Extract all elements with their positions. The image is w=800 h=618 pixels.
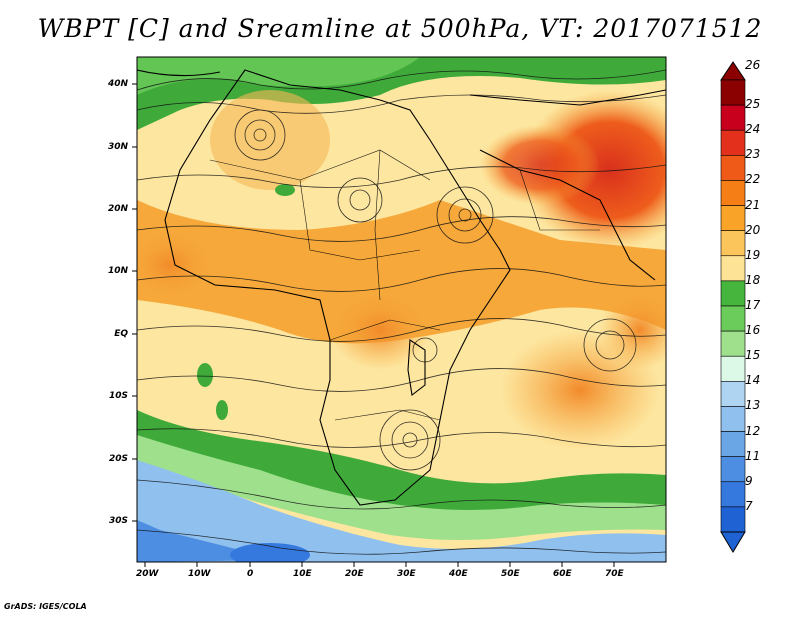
lon-label: 50E: [501, 569, 520, 579]
colorbar-cell: [720, 129, 746, 156]
colorbar-cell: [720, 431, 746, 457]
colorbar-cell: [720, 280, 746, 307]
lon-label: 0: [247, 569, 254, 579]
lat-label: 30S: [108, 516, 128, 526]
country-borders: [209, 149, 600, 421]
lon-label: 10E: [293, 569, 312, 579]
colorbar-cell: [720, 406, 746, 432]
colorbar-label: 21: [745, 197, 761, 212]
colorbar-cell: [720, 305, 746, 332]
lon-label: 20E: [345, 569, 364, 579]
map-title: WBPT [C] and Sreamline at 500hPa, VT: 20…: [37, 14, 763, 43]
colorbar-cells: [720, 79, 746, 533]
colorbar-cell: [720, 155, 746, 181]
colorbar-top-triangle: [720, 61, 746, 81]
lat-label: 20S: [108, 454, 128, 464]
colorbar-label: 15: [745, 348, 761, 363]
colorbar-cell: [720, 230, 746, 257]
colorbar-cell: [720, 481, 746, 508]
colorbar-label: 17: [745, 298, 761, 312]
colorbar-label: 25: [745, 97, 761, 112]
colorbar-cell: [720, 205, 746, 231]
colorbar-label: 12: [745, 423, 761, 438]
colorbar-cell: [720, 381, 746, 407]
lon-label: 10W: [188, 569, 211, 579]
lat-label: 20N: [107, 204, 128, 214]
lon-label: 20W: [136, 569, 159, 579]
colorbar-cell: [720, 79, 746, 106]
lat-label: 10N: [107, 266, 128, 276]
colorbar-cell: [720, 330, 746, 357]
colorbar-label: 23: [745, 147, 761, 162]
lon-label: 70E: [605, 569, 624, 579]
colorbar-label: 11: [745, 448, 761, 463]
colorbar-cell: [720, 506, 746, 533]
colorbar-label: 19: [745, 247, 761, 262]
axis-ticks: [132, 83, 615, 567]
colorbar-label: 16: [745, 323, 761, 338]
colorbar-label: 22: [745, 172, 761, 187]
lon-label: 30E: [397, 569, 416, 579]
colorbar-label: 24: [745, 122, 761, 137]
wbpt-field: [137, 57, 666, 562]
lat-label: 30N: [107, 142, 128, 152]
colorbar-cell: [720, 104, 746, 131]
colorbar-label: 26: [745, 58, 761, 72]
colorbar-cell: [720, 255, 746, 282]
map-frame: [136, 56, 667, 563]
colorbar-label: 14: [745, 373, 761, 388]
credit-text: GrADS: IGES/COLA: [4, 602, 87, 611]
colorbar-label: 18: [745, 272, 761, 287]
lon-label: 40E: [449, 569, 468, 579]
lat-label: 40N: [107, 79, 128, 89]
colorbar-label: 7: [745, 498, 753, 513]
coastlines: [137, 69, 666, 506]
colorbar-label: 20: [745, 222, 761, 237]
lat-label: 10S: [108, 391, 128, 401]
colorbar-cell: [720, 456, 746, 483]
colorbar-bottom-triangle: [720, 531, 746, 553]
colorbar-label: 9: [745, 473, 753, 488]
colorbar: [720, 61, 746, 553]
colorbar-label: 13: [745, 398, 761, 413]
colorbar-cell: [720, 355, 746, 382]
colorbar-cell: [720, 180, 746, 206]
streamlines: [137, 69, 666, 555]
lat-label: EQ: [114, 329, 128, 339]
lon-label: 60E: [553, 569, 572, 579]
